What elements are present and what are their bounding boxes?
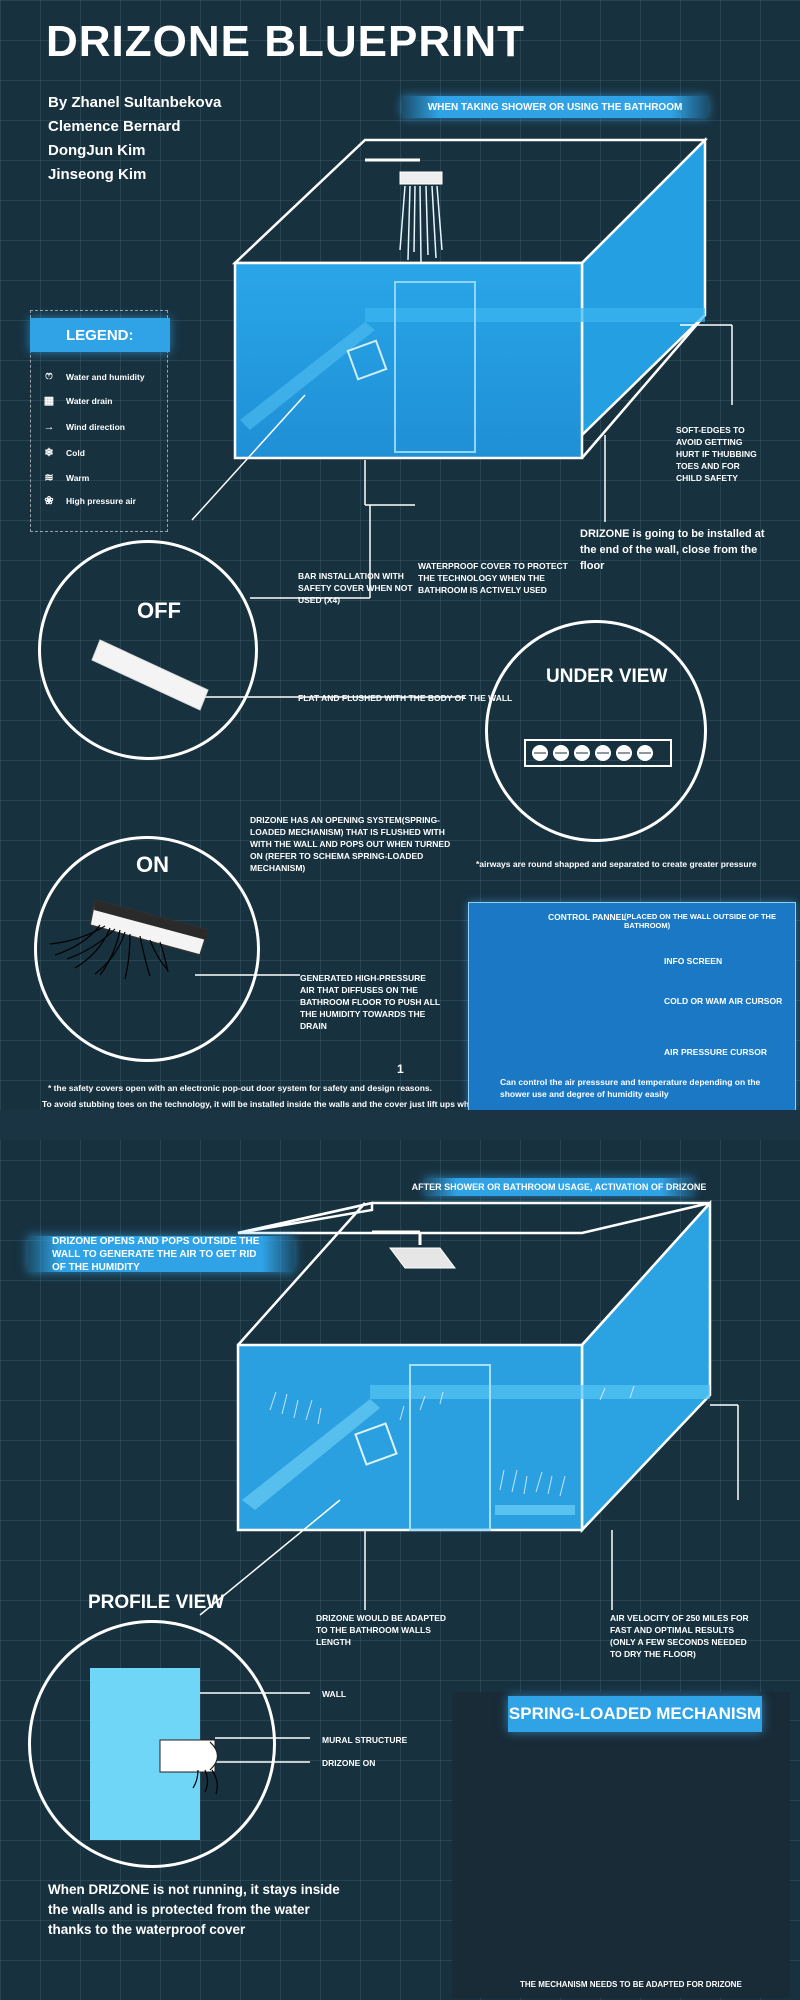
bar-installation-label: BAR INSTALLATION WITH SAFETY COVER WHEN … <box>298 571 413 605</box>
bathroom-box-bottom <box>236 1199 712 1534</box>
legend-box <box>30 310 168 532</box>
safety-note-1: * the safety covers open with an electro… <box>48 1083 433 1093</box>
generated-air-label: GENERATED HIGH-PRESSURE AIR THAT DIFFUSE… <box>300 973 440 1031</box>
off-circle <box>38 540 258 760</box>
author-3: DongJun Kim <box>48 142 146 159</box>
spring-title: SPRING-LOADED MECHANISM <box>508 1696 762 1732</box>
under-view-circle <box>485 620 707 842</box>
bathroom-box-top <box>231 136 709 460</box>
section-divider <box>0 1110 800 1140</box>
drizone-on-label: DRIZONE ON <box>322 1758 376 1768</box>
control-panel-subtitle: (PLACED ON THE WALL OUTSIDE OF THE BATHR… <box>624 912 776 930</box>
not-running-note: When DRIZONE is not running, it stays in… <box>48 1882 340 1937</box>
on-heading: ON <box>136 852 169 877</box>
info-screen-label: INFO SCREEN <box>664 956 723 966</box>
airways-note: *airways are round shapped and separated… <box>476 859 757 869</box>
author-4: Jinseong Kim <box>48 166 147 183</box>
leader-lines-top <box>191 324 733 976</box>
control-panel-desc: Can control the air presssure and temper… <box>500 1077 761 1099</box>
banner-when-shower: WHEN TAKING SHOWER OR USING THE BATHROOM <box>402 96 708 118</box>
flat-flushed-label: FLAT AND FLUSHED WITH THE BODY OF THE WA… <box>298 693 513 703</box>
spring-note: THE MECHANISM NEEDS TO BE ADAPTED FOR DR… <box>520 1980 742 1989</box>
under-view-heading: UNDER VIEW <box>546 666 668 687</box>
legend-item-water: ෆ Water and humidity <box>40 370 144 383</box>
soft-edges-label: SOFT-EDGES TO AVOID GETTING HURT IF THUB… <box>676 425 757 483</box>
legend-item-wind: → Wind direction <box>40 421 125 433</box>
installed-location-label: DRIZONE is going to be installed at the … <box>580 528 765 572</box>
warm-icon: ≋ <box>44 472 54 484</box>
control-panel-card <box>468 902 796 1112</box>
profile-view-circle <box>28 1620 276 1868</box>
safety-note-2: To avoid stubbing toes on the technology… <box>42 1099 502 1109</box>
adapted-length-label: DRIZONE WOULD BE ADAPTED TO THE BATHROOM… <box>316 1613 447 1647</box>
high-pressure-icon: ❀ <box>44 495 54 507</box>
cold-warm-cursor-label: COLD OR WAM AIR CURSOR <box>664 996 783 1006</box>
page-mark: 1 <box>397 1062 404 1076</box>
wind-arrow-icon: → <box>43 421 55 433</box>
banner-drizone-opens: DRIZONE OPENS AND POPS OUTSIDE THE WALL … <box>28 1236 294 1273</box>
banner-after-shower: AFTER SHOWER OR BATHROOM USAGE, ACTIVATI… <box>412 1178 706 1196</box>
legend-item-warm: ≋ Warm <box>40 471 89 484</box>
water-drop-icon: ෆ <box>45 370 53 382</box>
spring-panel <box>452 1692 790 1998</box>
profile-view-heading: PROFILE VIEW <box>88 1592 225 1613</box>
legend-item-drain: ▦ Water drain <box>40 394 113 407</box>
waterproof-cover-label: WATERPROOF COVER TO PROTECT THE TECHNOLO… <box>418 561 568 595</box>
author-2: Clemence Bernard <box>48 118 181 135</box>
author-1: By Zhanel Sultanbekova <box>48 94 222 111</box>
legend-title: LEGEND: <box>30 318 170 352</box>
cold-icon: ❄ <box>44 447 54 459</box>
on-circle <box>34 836 260 1062</box>
air-velocity-label: AIR VELOCITY OF 250 MILES FOR FAST AND O… <box>610 1613 749 1659</box>
mural-structure-label: MURAL STRUCTURE <box>322 1735 408 1745</box>
air-pressure-cursor-label: AIR PRESSURE CURSOR <box>664 1047 767 1057</box>
water-drain-icon: ▦ <box>43 395 55 407</box>
control-panel-title: CONTROL PANNEL <box>548 912 627 922</box>
wall-label: WALL <box>322 1689 347 1699</box>
legend-item-pressure: ❀ High pressure air <box>40 494 136 507</box>
page-title: DRIZONE BLUEPRINT <box>46 17 525 66</box>
legend-item-cold: ❄ Cold <box>40 446 85 459</box>
opening-system-label: DRIZONE HAS AN OPENING SYSTEM(spring-loa… <box>250 815 451 873</box>
off-heading: OFF <box>137 598 181 623</box>
